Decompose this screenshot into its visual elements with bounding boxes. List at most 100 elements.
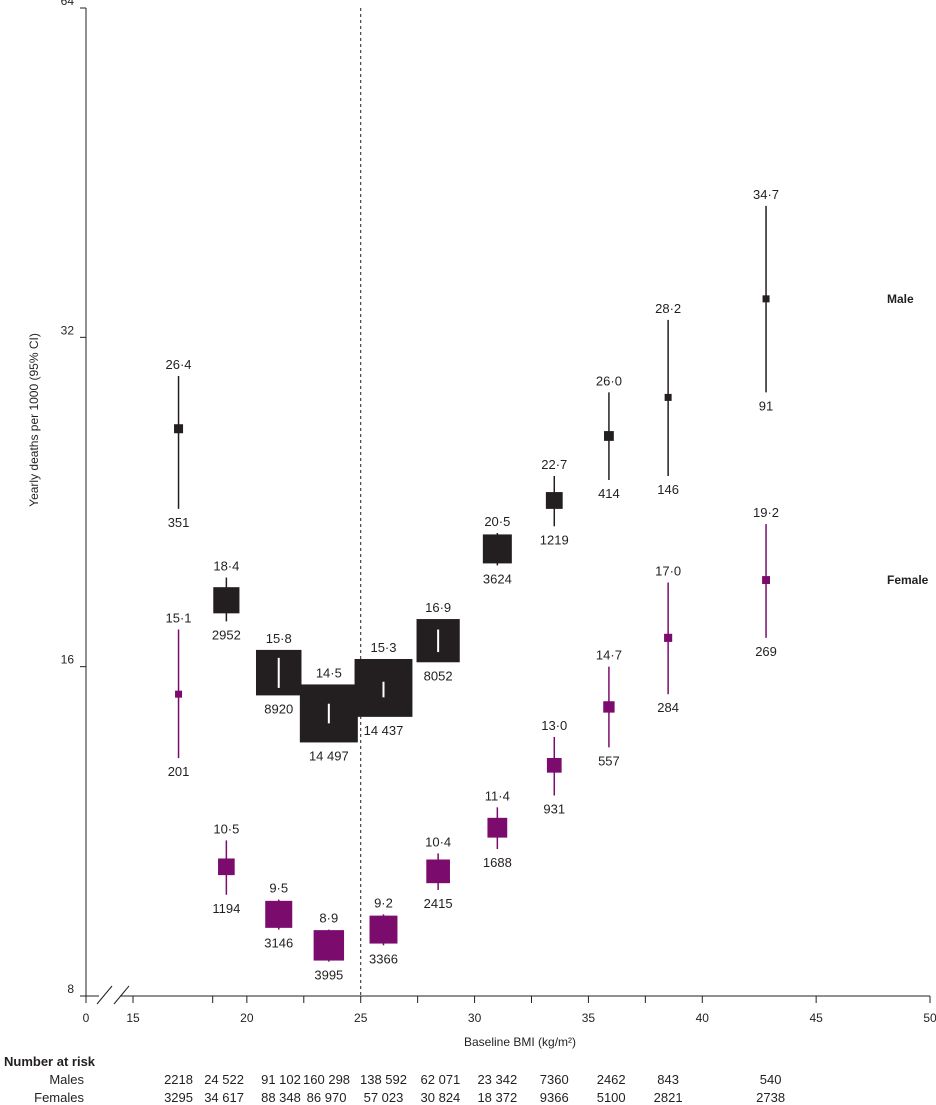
female-deaths-label: 2415: [424, 896, 453, 911]
male-deaths-label: 2952: [212, 627, 241, 642]
male-deaths-label: 91: [759, 398, 773, 413]
risk-value: 138 592: [359, 1072, 407, 1087]
female-deaths-label: 3995: [314, 968, 343, 983]
risk-value: 9366: [539, 1090, 569, 1105]
male-point-marker: [604, 431, 614, 441]
y-tick-label: 16: [61, 653, 75, 667]
female-deaths-label: 557: [598, 753, 620, 768]
female-value-label: 11·4: [485, 788, 510, 803]
risk-value: 7360: [539, 1072, 569, 1087]
female-deaths-label: 1194: [212, 901, 240, 916]
female-deaths-label: 931: [543, 801, 565, 816]
male-deaths-label: 14 437: [364, 723, 404, 738]
y-tick-label: 64: [61, 0, 75, 8]
male-value-label: 34·7: [753, 187, 779, 202]
male-point-marker: [545, 492, 563, 509]
risk-value: 86 970: [306, 1090, 347, 1105]
male-point-marker: [482, 534, 512, 564]
male-value-label: 28·2: [655, 301, 681, 316]
male-value-label: 20·5: [484, 514, 510, 529]
female-value-label: 9·5: [269, 881, 288, 896]
male-value-label: 18·4: [213, 559, 239, 574]
male-deaths-label: 3624: [483, 571, 512, 586]
female-deaths-label: 1688: [483, 855, 512, 870]
male-value-label: 22·7: [541, 457, 567, 472]
y-axis-title: Yearly deaths per 1000 (95% CI): [27, 333, 41, 507]
risk-value: 540: [759, 1072, 782, 1087]
female-value-label: 8·9: [319, 911, 338, 926]
male-deaths-label: 1219: [540, 532, 569, 547]
risk-value: 2738: [756, 1090, 786, 1105]
female-point-marker: [762, 576, 770, 584]
risk-value: 2821: [653, 1090, 683, 1105]
male-value-label: 16·9: [425, 600, 451, 615]
female-deaths-label: 284: [657, 700, 679, 715]
male-point-marker: [213, 587, 240, 614]
risk-value: 34 617: [204, 1090, 244, 1105]
risk-value: 88 348: [261, 1090, 301, 1105]
male-point-marker: [762, 295, 770, 303]
female-point-marker: [546, 757, 562, 773]
risk-value: 57 023: [363, 1090, 404, 1105]
x-tick-label: 45: [809, 1011, 823, 1025]
male-deaths-label: 8052: [424, 668, 453, 683]
female-point-marker: [487, 817, 508, 838]
male-deaths-label: 414: [598, 486, 620, 501]
x-tick-label: 20: [240, 1011, 254, 1025]
risk-row-label: Males: [49, 1072, 84, 1087]
risk-value: 2462: [596, 1072, 626, 1087]
x-tick-label: 35: [582, 1011, 596, 1025]
male-deaths-label: 351: [168, 515, 190, 530]
x-tick-label: 50: [923, 1011, 936, 1025]
male-point-marker: [664, 393, 672, 401]
x-tick-label: 25: [354, 1011, 368, 1025]
female-point-marker: [664, 633, 673, 642]
risk-value: 160 298: [303, 1072, 351, 1087]
risk-value: 30 824: [420, 1090, 461, 1105]
female-value-label: 17·0: [655, 564, 681, 579]
chart-marks: 26·4 351 18·4 2952 15·8 8920 14·5 14 497 15·3 14 …: [166, 187, 929, 983]
risk-value: 24 522: [204, 1072, 244, 1087]
risk-value: 3295: [164, 1090, 193, 1105]
x-axis-title: Baseline BMI (kg/m²): [464, 1035, 576, 1049]
female-value-label: 10·4: [425, 834, 451, 849]
number-at-risk-heading: Number at risk: [4, 1054, 96, 1069]
risk-value: 5100: [596, 1090, 626, 1105]
axis-break-mark: [96, 985, 113, 1005]
female-series-label: Female: [887, 573, 929, 587]
x-tick-label: 0: [83, 1011, 90, 1025]
risk-row-label: Females: [34, 1090, 84, 1105]
risk-value: 2218: [164, 1072, 193, 1087]
risk-value: 62 071: [420, 1072, 461, 1087]
female-point-marker: [603, 701, 615, 713]
female-point-marker: [369, 915, 398, 944]
female-value-label: 10·5: [213, 821, 239, 836]
male-value-label: 14·5: [316, 665, 342, 680]
female-value-label: 14·7: [596, 648, 622, 663]
female-value-label: 15·1: [166, 611, 192, 626]
male-value-label: 15·3: [370, 640, 396, 655]
female-point-marker: [313, 930, 345, 961]
male-value-label: 15·8: [266, 631, 292, 646]
risk-value: 91 102: [261, 1072, 301, 1087]
y-tick-label: 8: [67, 982, 74, 996]
female-deaths-label: 269: [755, 644, 777, 659]
male-value-label: 26·4: [166, 357, 192, 372]
y-tick-label: 32: [61, 323, 75, 337]
male-deaths-label: 8920: [264, 701, 293, 716]
female-point-marker: [218, 858, 235, 876]
male-point-marker: [174, 424, 184, 434]
female-deaths-label: 201: [168, 764, 190, 779]
female-value-label: 9·2: [374, 895, 393, 910]
axis-break-mark: [113, 985, 130, 1005]
axes: 8 16 32 64 0 15 20 25 30 35 40 45 50: [61, 0, 936, 1025]
female-deaths-label: 3146: [264, 936, 293, 951]
risk-value: 18 372: [477, 1090, 518, 1105]
female-point-marker: [426, 859, 450, 884]
female-point-marker: [175, 690, 183, 698]
female-point-marker: [265, 900, 293, 928]
x-tick-label: 15: [126, 1011, 140, 1025]
male-deaths-label: 14 497: [309, 748, 349, 763]
female-deaths-label: 3366: [369, 951, 398, 966]
male-series-label: Male: [887, 292, 914, 306]
